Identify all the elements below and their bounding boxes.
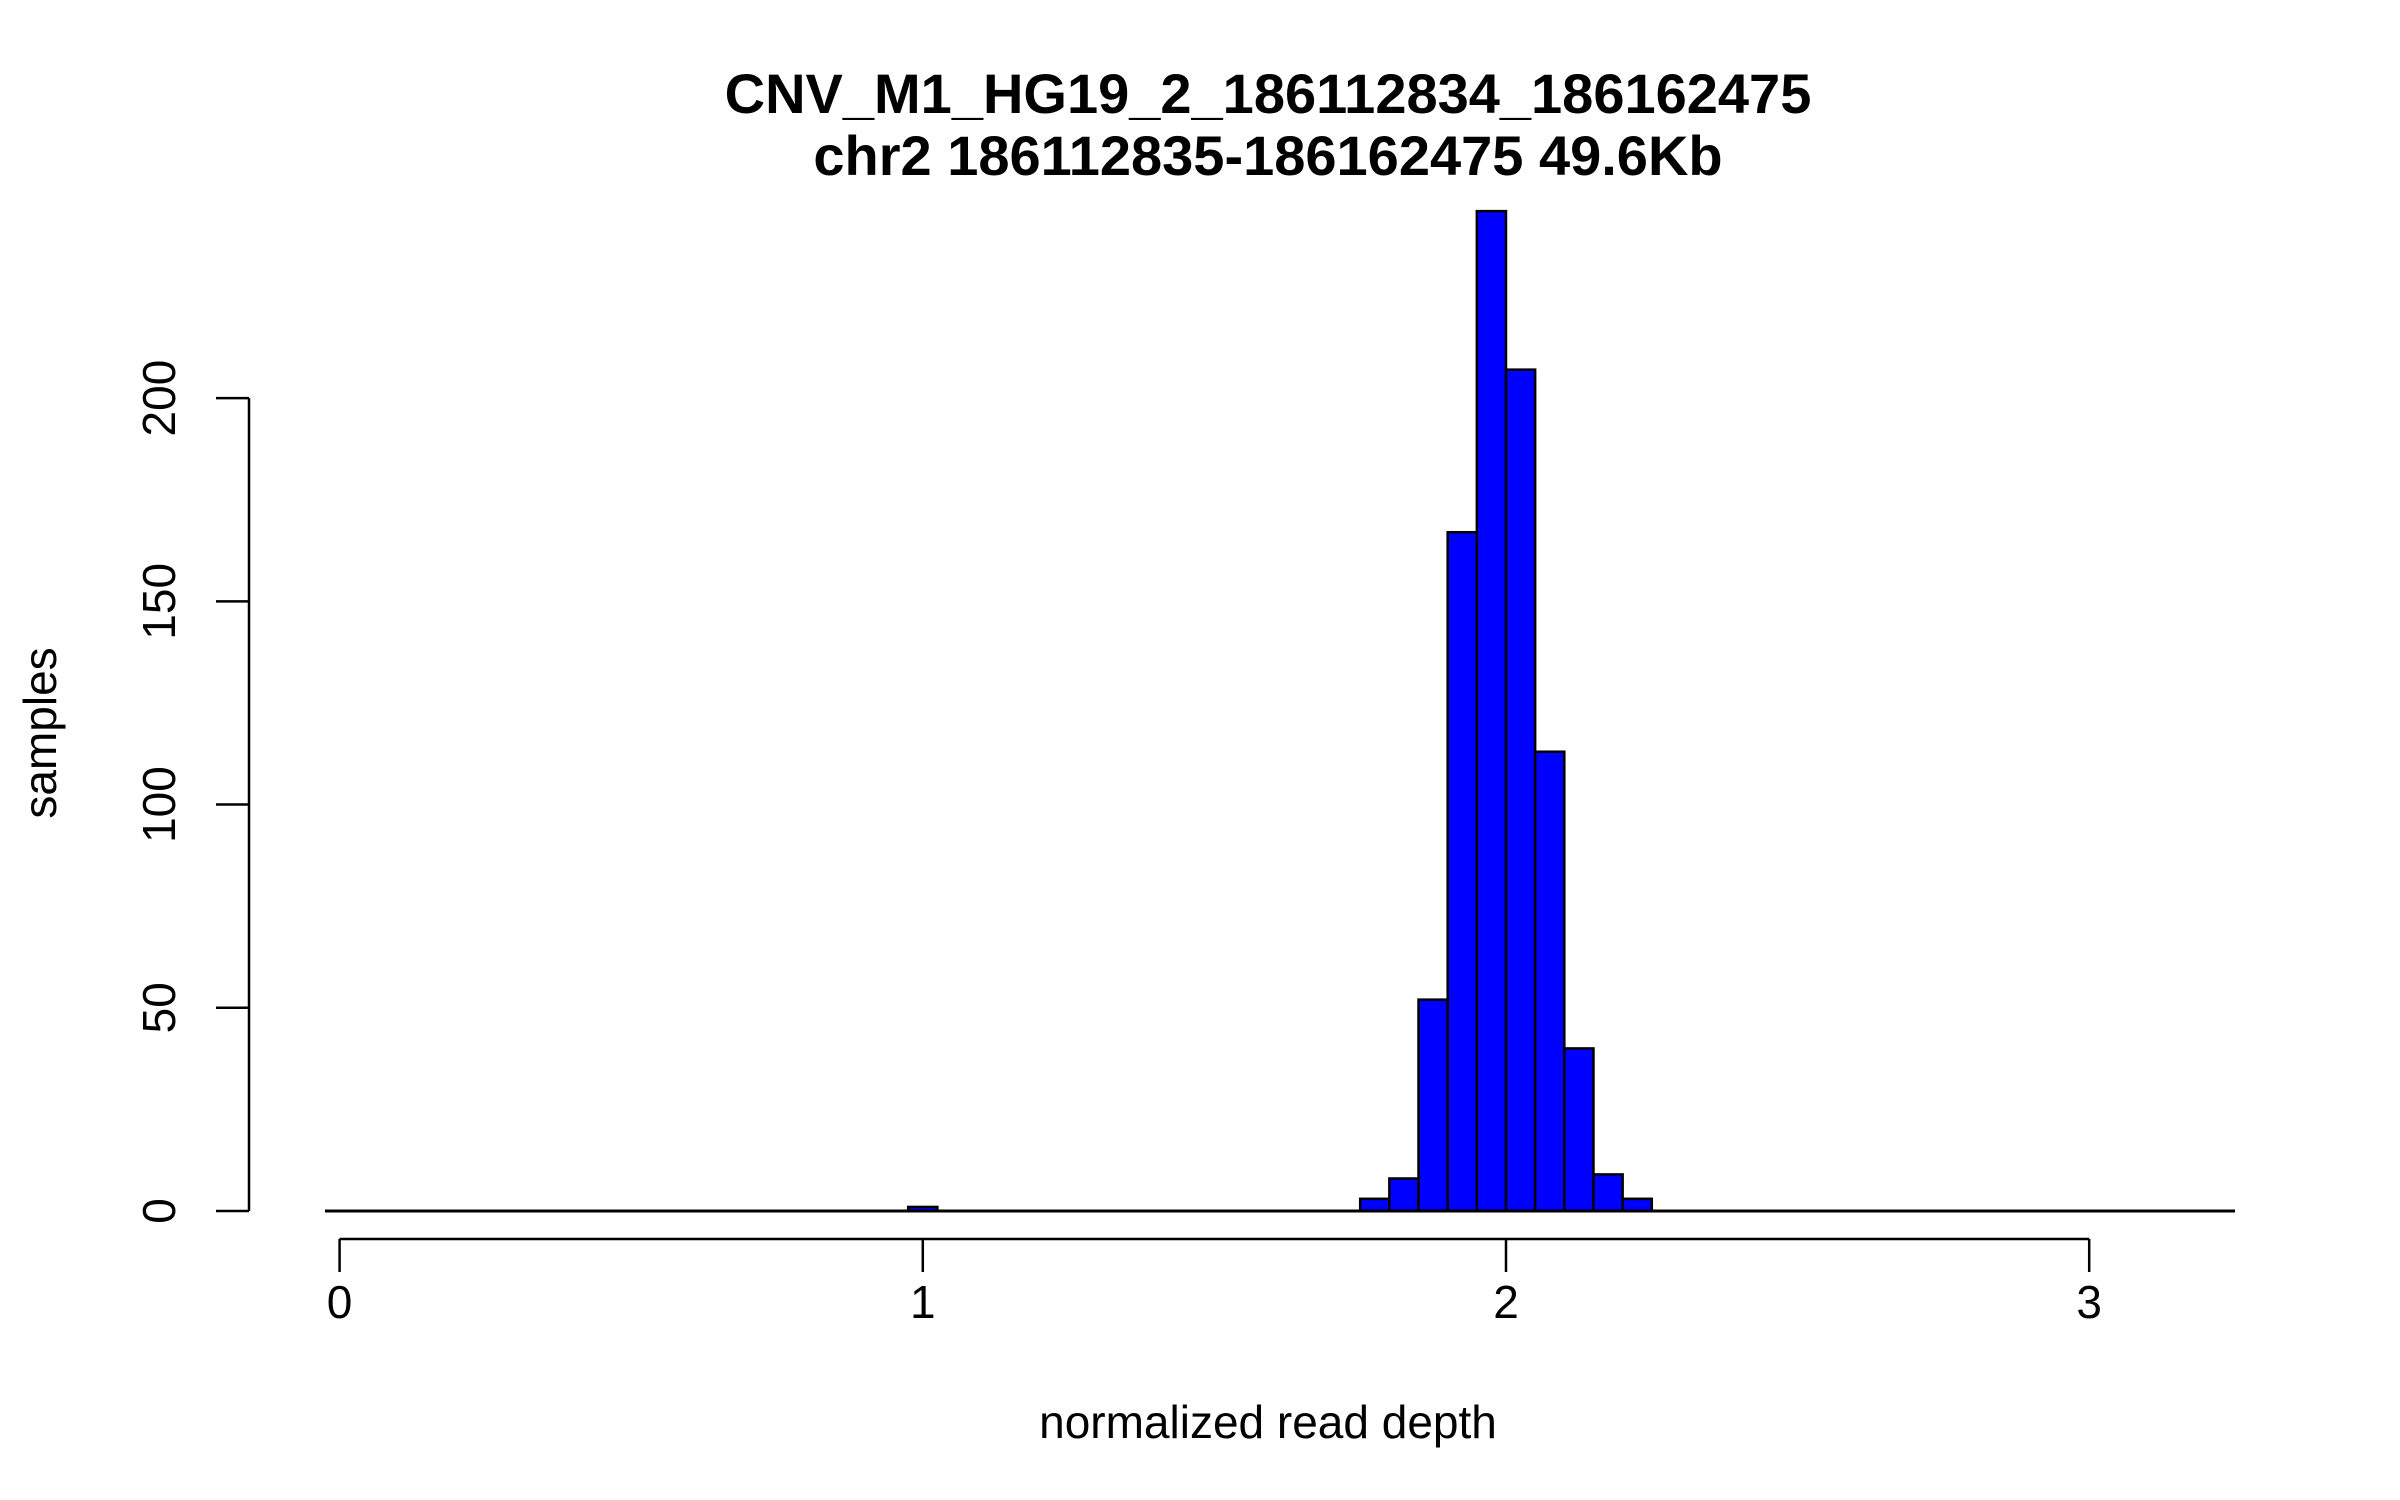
y-axis: 0 50 100 150 200 [133, 360, 251, 1224]
x-tick-label: 1 [910, 1276, 936, 1328]
histogram-bar [1621, 1197, 1654, 1213]
histogram-bar [1592, 1173, 1624, 1213]
x-tick-label: 0 [327, 1276, 353, 1328]
chart-subtitle: chr2 186112835-186162475 49.6Kb [813, 124, 1722, 187]
histogram-bar [1563, 1047, 1595, 1213]
histogram-bar [1475, 209, 1508, 1213]
histogram-bar [1358, 1197, 1391, 1213]
histogram-bar [1504, 368, 1537, 1213]
y-tick-label: 100 [133, 766, 185, 843]
x-axis-label: normalized read depth [1039, 1396, 1497, 1448]
histogram-bar [1533, 750, 1566, 1213]
x-tick-label: 3 [2076, 1276, 2102, 1328]
histogram-bar [1417, 998, 1449, 1213]
y-tick-label: 200 [133, 360, 185, 437]
histogram-bar [1388, 1177, 1420, 1213]
histogram-bar [1446, 530, 1479, 1213]
y-axis-label: samples [14, 647, 66, 818]
y-tick-label: 0 [133, 1198, 185, 1224]
x-axis: 0 1 2 3 [327, 1237, 2102, 1328]
chart-title: CNV_M1_HG19_2_186112834_186162475 [725, 62, 1812, 125]
y-tick-label: 50 [133, 982, 185, 1033]
x-tick-label: 2 [1493, 1276, 1519, 1328]
y-tick-label: 150 [133, 563, 185, 640]
bars-group [906, 209, 1654, 1213]
